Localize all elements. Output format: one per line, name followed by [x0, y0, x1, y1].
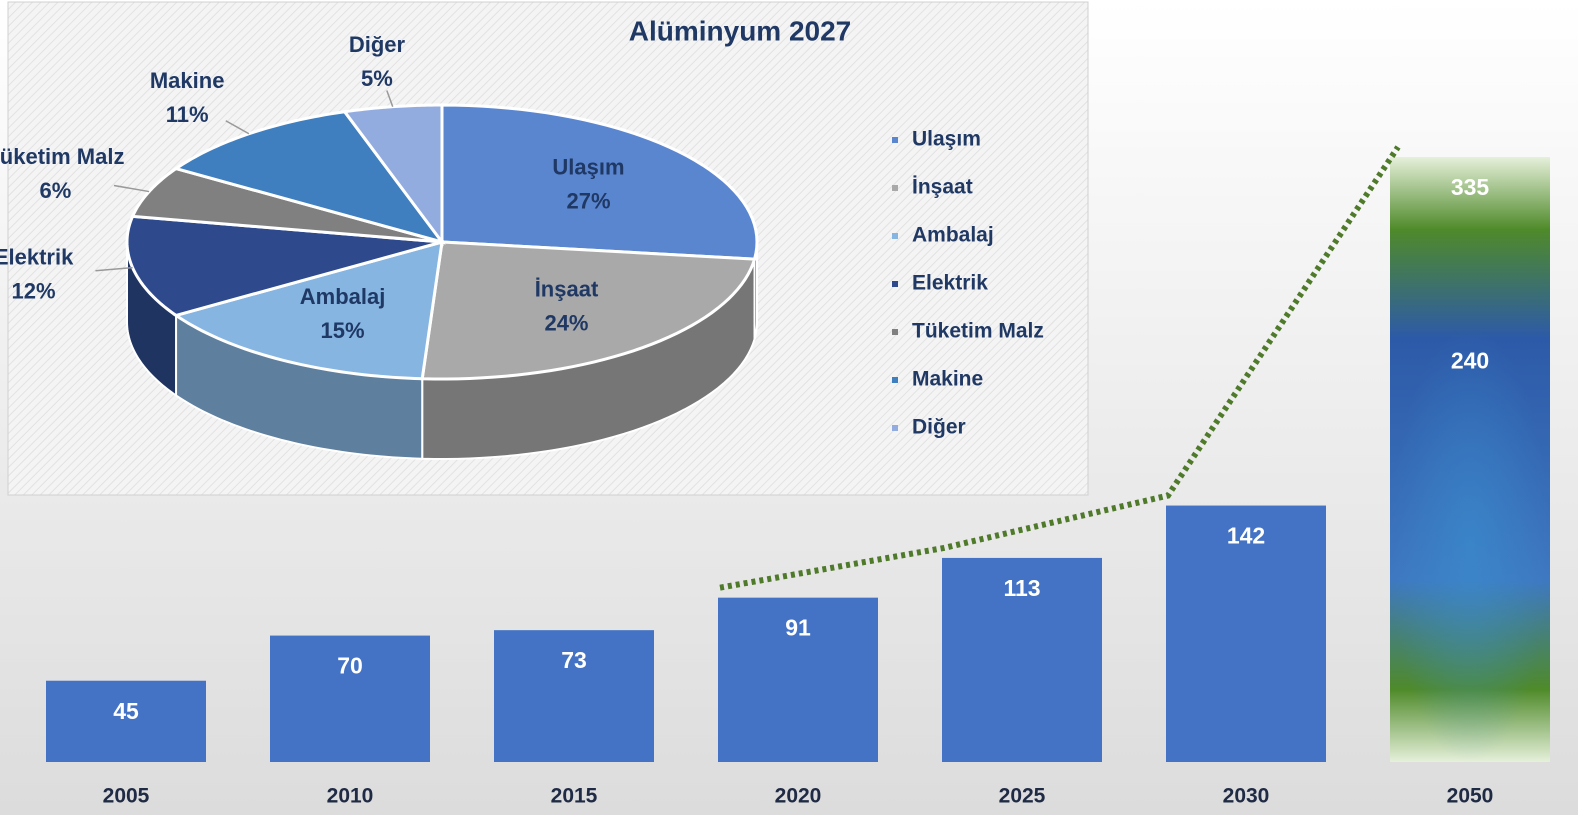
- bar-label: 142: [1227, 523, 1265, 549]
- pie-label-value: 15%: [321, 318, 365, 343]
- legend-swatch: [892, 233, 898, 239]
- x-tick-label: 2030: [1223, 785, 1270, 808]
- leader-line: [225, 120, 250, 135]
- legend-swatch: [892, 425, 898, 431]
- bar-label: 73: [561, 647, 587, 673]
- pie-title: Alüminyum 2027: [629, 15, 852, 46]
- x-tick-label: 2010: [327, 785, 374, 808]
- legend-label: Elektrik: [912, 272, 988, 295]
- bar-chart: 45 2005 70 2010 73 2015 91 2020 113 2025 142 2030 33…: [46, 145, 1550, 808]
- pie-label-name: Tüketim Malz: [0, 144, 124, 169]
- pie-label-name: Makine: [150, 68, 225, 93]
- pie-label-value: 12%: [12, 279, 56, 304]
- pie-slice: [172, 239, 444, 381]
- legend-swatch: [892, 329, 898, 335]
- leader-line: [386, 90, 394, 107]
- bar: [46, 680, 206, 762]
- pie-label-value: 27%: [566, 189, 610, 214]
- legend-label: Tüketim Malz: [912, 320, 1044, 343]
- x-tick-label: 2020: [775, 785, 822, 808]
- bar: [1166, 505, 1326, 762]
- legend-label: Ambalaj: [912, 224, 994, 247]
- bar: [494, 630, 654, 762]
- bar: [718, 597, 878, 762]
- bar: [942, 557, 1102, 762]
- pie-label-value: 5%: [361, 66, 393, 91]
- pie-label-name: Diğer: [349, 32, 406, 57]
- pie-label-value: 11%: [166, 102, 209, 127]
- pie-slice: [341, 103, 444, 247]
- bar-label: 70: [337, 653, 363, 679]
- bar-label: 335: [1451, 174, 1490, 200]
- legend-swatch: [892, 137, 898, 143]
- inner-bar: [1390, 328, 1550, 762]
- inner-bar-label: 240: [1451, 348, 1489, 374]
- pie-label-name: Ambalaj: [300, 284, 386, 309]
- x-tick-label: 2015: [551, 785, 598, 808]
- bar-label: 45: [113, 698, 139, 724]
- pie-label-name: Ulaşım: [552, 155, 624, 180]
- pie-label-value: 6%: [40, 178, 72, 203]
- x-tick-label: 2005: [103, 785, 150, 808]
- pie-slice: [125, 214, 443, 318]
- legend-swatch: [892, 185, 898, 191]
- legend-label: Diğer: [912, 416, 966, 439]
- pie-label-name: İnşaat: [535, 276, 599, 301]
- legend-label: Makine: [912, 368, 983, 391]
- x-tick-label: 2025: [999, 785, 1046, 808]
- trend-line: [719, 145, 1401, 591]
- bar-label: 113: [1003, 575, 1040, 601]
- legend-label: İnşaat: [912, 176, 973, 199]
- legend-label: Ulaşım: [912, 128, 981, 151]
- leader-line: [95, 266, 133, 272]
- pie-slice: [440, 103, 759, 261]
- pie-label-value: 24%: [544, 310, 588, 335]
- legend-swatch: [892, 281, 898, 287]
- pie-label-name: Elektrik: [0, 245, 74, 270]
- bar-label: 91: [785, 615, 811, 641]
- bar: [270, 635, 430, 762]
- pie-chart: Alüminyum 2027 Ulaşım 27% İnşaat 24% Ambalaj…: [0, 15, 1044, 460]
- x-tick-label: 2050: [1447, 785, 1494, 808]
- leader-line: [113, 184, 150, 193]
- pie-slice: [420, 240, 757, 381]
- legend-swatch: [892, 377, 898, 383]
